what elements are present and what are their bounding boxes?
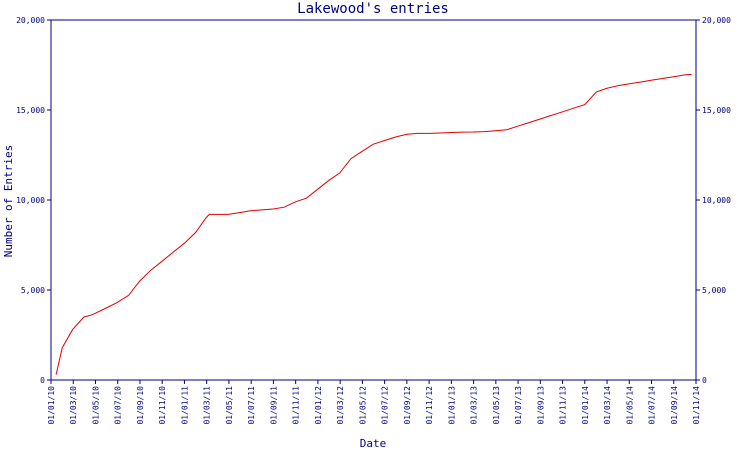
x-tick-label: 01/03/10 xyxy=(69,386,78,425)
x-tick-label: 01/05/11 xyxy=(225,386,234,425)
x-tick-label: 01/07/14 xyxy=(648,386,657,425)
y-tick-label-left: 5,000 xyxy=(21,286,45,295)
x-tick-label: 01/11/13 xyxy=(559,386,568,425)
x-tick-label: 01/11/10 xyxy=(158,386,167,425)
x-tick-label: 01/03/12 xyxy=(336,386,345,425)
x-tick-label: 01/01/14 xyxy=(581,386,590,425)
y-tick-label-right: 0 xyxy=(702,376,707,385)
x-tick-label: 01/11/14 xyxy=(692,386,701,425)
x-tick-label: 01/11/12 xyxy=(425,386,434,425)
x-tick-label: 01/09/14 xyxy=(670,386,679,425)
x-tick-label: 01/07/10 xyxy=(114,386,123,425)
x-axis-label: Date xyxy=(360,437,387,450)
x-tick-label: 01/01/13 xyxy=(447,386,456,425)
x-tick-label: 01/01/10 xyxy=(47,386,56,425)
x-tick-label: 01/03/13 xyxy=(470,386,479,425)
x-ticks: 01/01/10 01/03/10 01/05/10 01/07/10 01/09/10… xyxy=(47,380,701,425)
chart-title: Lakewood's entries xyxy=(297,1,449,17)
x-tick-label: 01/03/14 xyxy=(603,386,612,425)
x-tick-label: 01/09/12 xyxy=(403,386,412,425)
y-tick-label-left: 0 xyxy=(40,376,45,385)
x-tick-label: 01/05/14 xyxy=(625,386,634,425)
x-tick-label: 01/01/12 xyxy=(314,386,323,425)
y-tick-label-right: 20,000 xyxy=(702,16,731,25)
y-axis-label: Number of Entries xyxy=(2,145,15,258)
y-tick-label-right: 5,000 xyxy=(702,286,726,295)
y-tick-label-right: 10,000 xyxy=(702,196,731,205)
series-group xyxy=(55,73,692,375)
y-tick-label-left: 10,000 xyxy=(16,196,45,205)
y-tick-label-left: 15,000 xyxy=(16,106,45,115)
x-tick-label: 01/05/12 xyxy=(358,386,367,425)
x-tick-label: 01/07/13 xyxy=(514,386,523,425)
x-tick-label: 01/01/11 xyxy=(180,386,189,425)
y-ticks: 0 0 5,000 5,000 10,000 10,000 15,000 15,000 20,0… xyxy=(16,16,731,385)
x-tick-label: 01/03/11 xyxy=(203,386,212,425)
x-tick-label: 01/07/11 xyxy=(247,386,256,425)
x-tick-label: 01/09/13 xyxy=(536,386,545,425)
plot-frame xyxy=(50,19,697,381)
y-tick-label-left: 20,000 xyxy=(16,16,45,25)
axes xyxy=(50,19,697,381)
x-tick-label: 01/07/12 xyxy=(381,386,390,425)
x-tick-label: 01/09/11 xyxy=(269,386,278,425)
x-tick-label: 01/05/13 xyxy=(492,386,501,425)
x-tick-label: 01/05/10 xyxy=(91,386,100,425)
series-line xyxy=(55,73,692,375)
x-tick-label: 01/09/10 xyxy=(136,386,145,425)
x-tick-label: 01/11/11 xyxy=(292,386,301,425)
y-tick-label-right: 15,000 xyxy=(702,106,731,115)
